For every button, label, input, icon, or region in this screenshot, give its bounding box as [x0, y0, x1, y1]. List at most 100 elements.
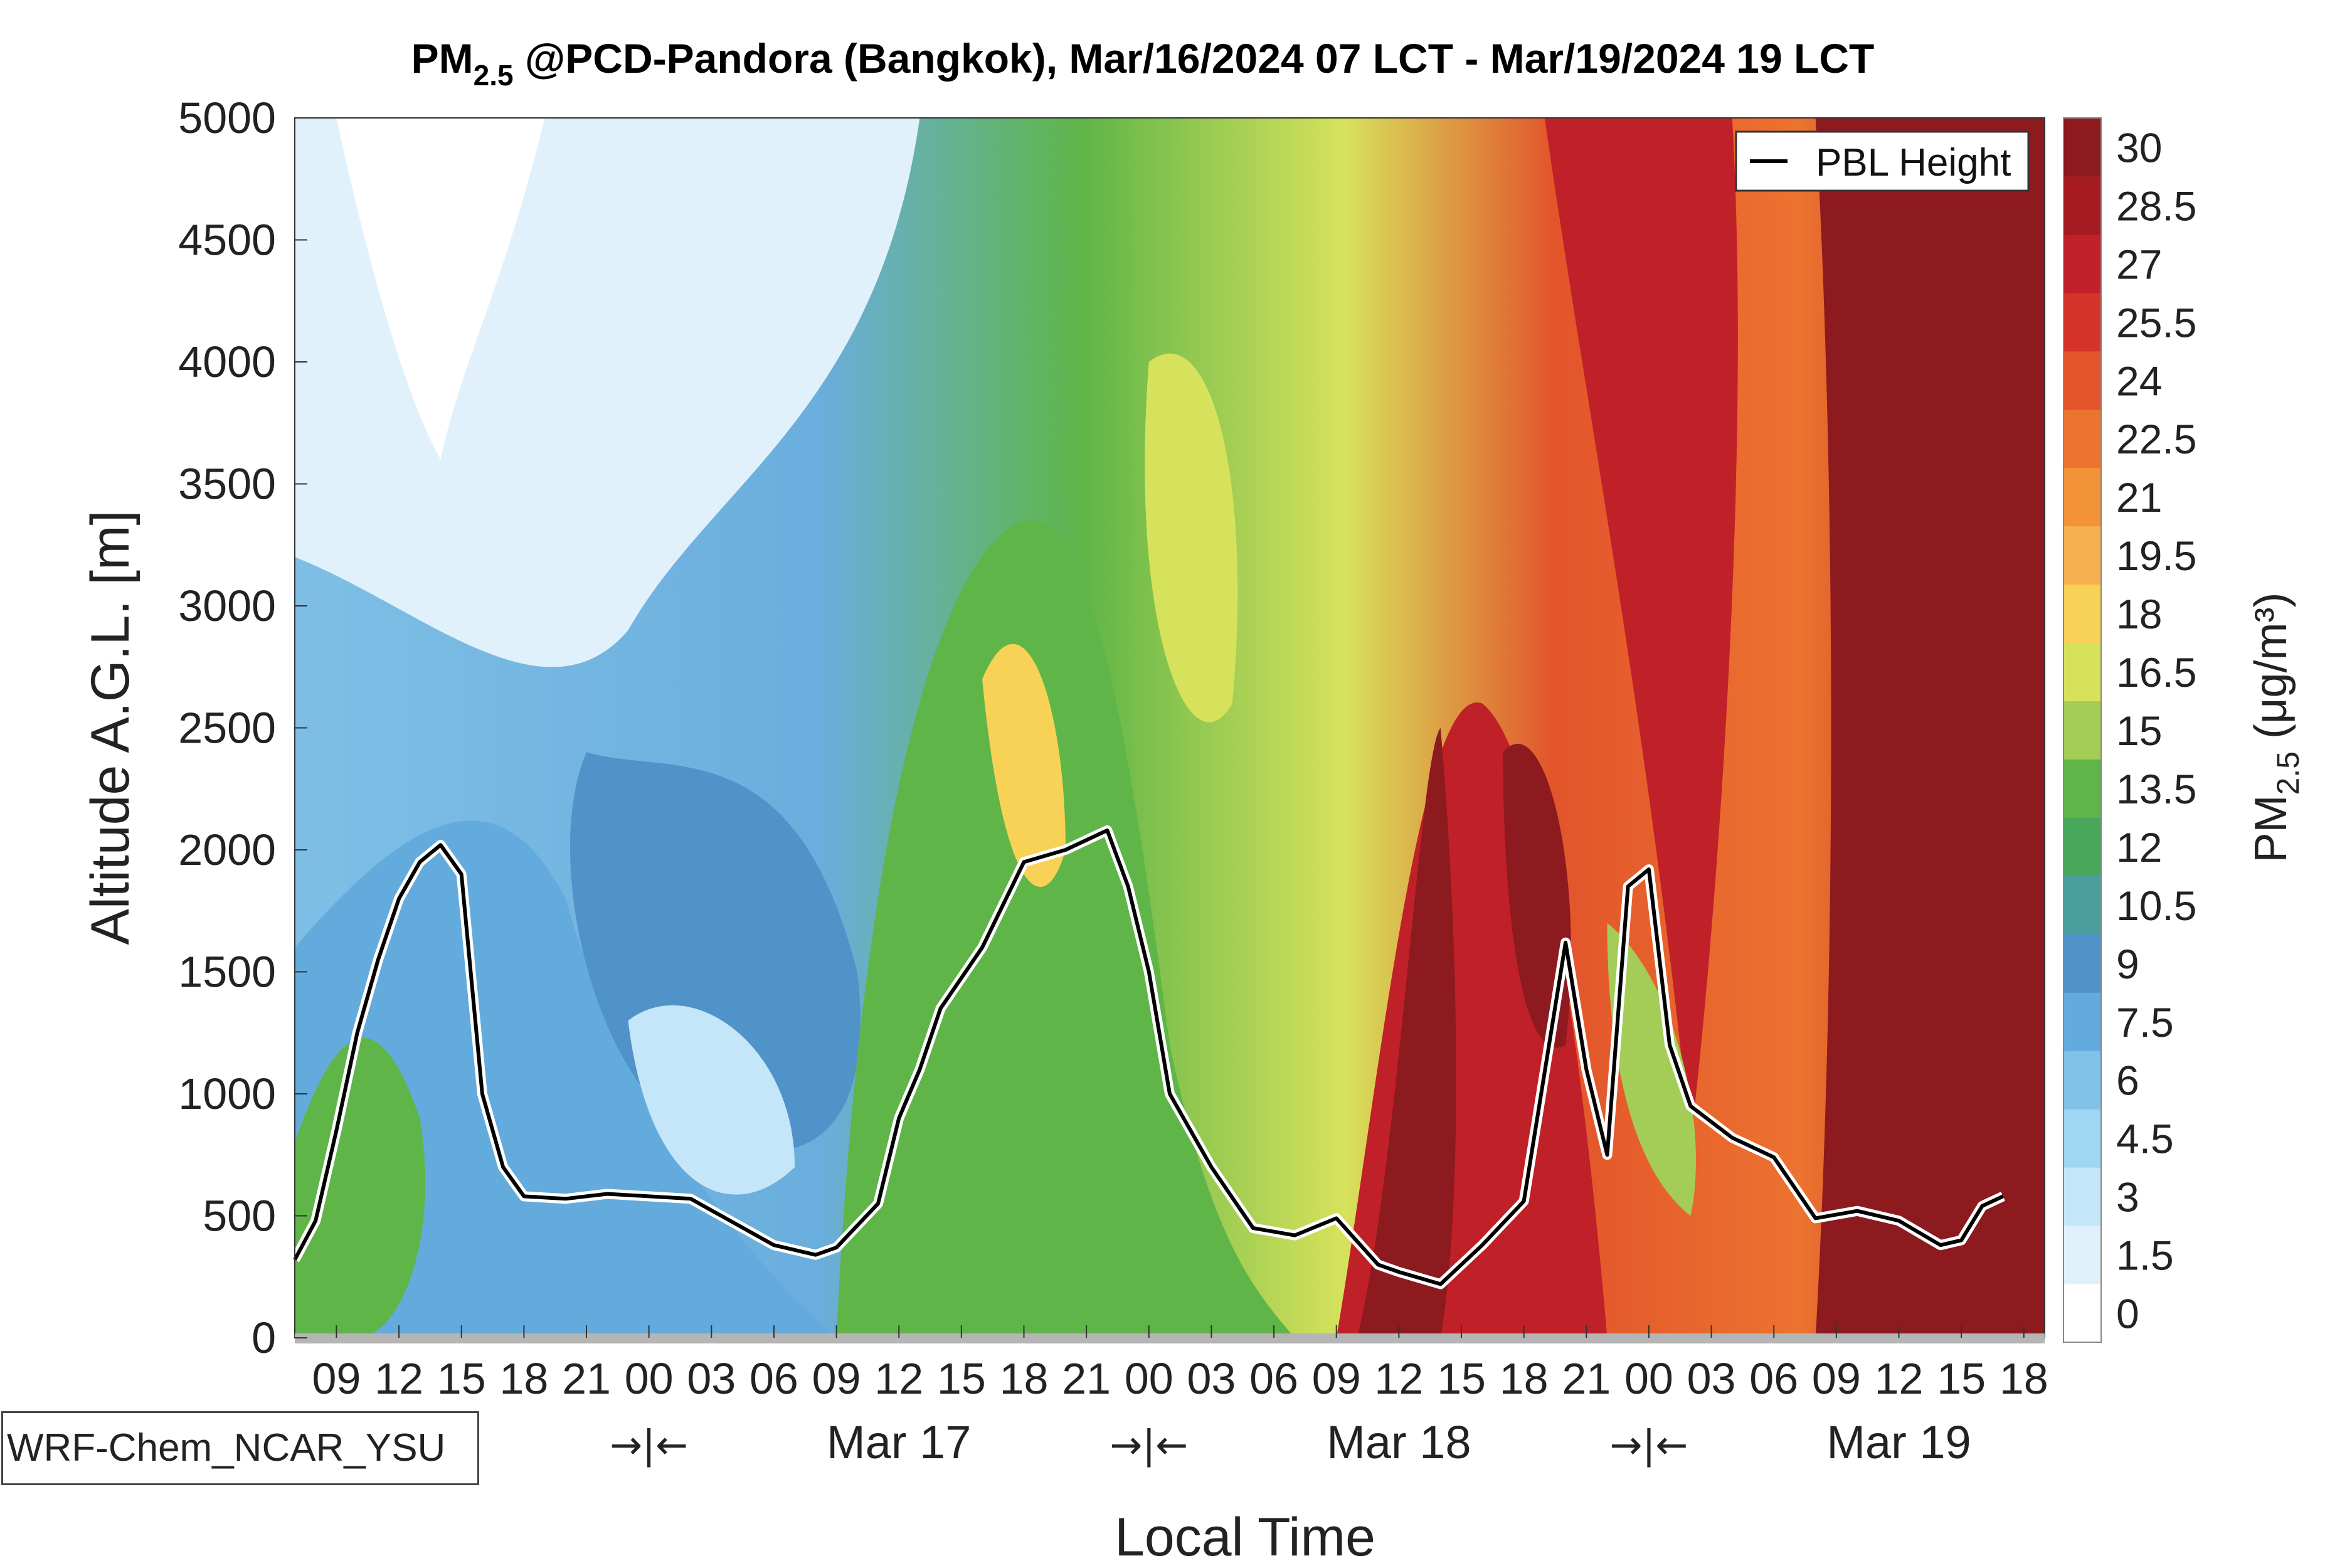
x-tick-label: 06 [1749, 1354, 1798, 1403]
colorbar-tick-label: 22.5 [2116, 416, 2196, 462]
colorbar-segment [2063, 1284, 2101, 1343]
colorbar-segment [2063, 1109, 2101, 1168]
colorbar-segment [2063, 409, 2101, 469]
mar17-yellow-core [982, 644, 1066, 887]
colorbar-segment [2063, 467, 2101, 527]
x-axis-label: Local Time [1115, 1507, 1375, 1567]
y-tick-label: 4500 [178, 216, 276, 265]
colorbar-segment [2063, 292, 2101, 352]
colorbar-tick-label: 27 [2116, 241, 2162, 287]
colorbar-tick-label: 30 [2116, 124, 2162, 171]
colorbar-tick-label: 12 [2116, 824, 2162, 871]
y-tick-label: 500 [203, 1192, 276, 1241]
colorbar-tick-label: 1.5 [2116, 1232, 2174, 1279]
x-tick-label: 09 [312, 1354, 361, 1403]
night1-clean-pocket [628, 1005, 795, 1195]
colorbar-tick-label: 4.5 [2116, 1116, 2174, 1162]
colorbar-segment [2063, 992, 2101, 1051]
colorbar-tick-label: 6 [2116, 1057, 2139, 1104]
colorbar-segment [2063, 351, 2101, 410]
colorbar-segment [2063, 701, 2101, 760]
legend: PBL Height [1735, 130, 2030, 192]
x-tick-label: 00 [1624, 1354, 1673, 1403]
colorbar-tick-label: 15 [2116, 707, 2162, 754]
model-label-box: WRF-Chem_NCAR_YSU [1, 1411, 479, 1485]
colorbar-segment [2063, 759, 2101, 818]
x-tick-label: 06 [750, 1354, 798, 1403]
colorbar-segment [2063, 1226, 2101, 1285]
colorbar-tick-label: 28.5 [2116, 183, 2196, 229]
x-tick-label: 18 [499, 1354, 548, 1403]
x-tick-label: 21 [562, 1354, 611, 1403]
y-tick-label: 3000 [178, 581, 276, 630]
day-separator: →|← [1610, 1422, 1688, 1468]
colorbar-label: PM2.5 (μg/m³) [2246, 593, 2306, 863]
y-axis-label: Altitude A.G.L. [m] [80, 510, 140, 945]
y-tick-label: 1500 [178, 948, 276, 997]
mar17-green-region [836, 520, 1295, 1338]
colorbar-tick-label: 24 [2116, 358, 2162, 404]
y-tick-label: 3500 [178, 460, 276, 509]
model-label: WRF-Chem_NCAR_YSU [7, 1426, 446, 1470]
mar18-evening-core [1503, 743, 1571, 1048]
y-tick-label: 0 [252, 1313, 276, 1362]
colorbar-segment [2063, 176, 2101, 235]
colorbar: 0 1.5 3 4.5 6 7.5 9 10.5 12 13.5 15 16.5 18 19.5 21 22.… [2063, 117, 2196, 1343]
colorbar-tick-label: 3 [2116, 1174, 2139, 1221]
colorbar-segment [2063, 876, 2101, 935]
colorbar-segment [2063, 118, 2101, 177]
colorbar-tick-label: 10.5 [2116, 882, 2196, 929]
x-tick-label: 15 [937, 1354, 986, 1403]
x-tick-label: 03 [687, 1354, 736, 1403]
x-tick-label: 00 [625, 1354, 674, 1403]
colorbar-segment [2063, 234, 2101, 294]
colorbar-segment [2063, 526, 2101, 585]
x-tick-label: 15 [437, 1354, 486, 1403]
mar18-darkred-core [1357, 728, 1456, 1338]
colorbar-segment [2063, 1051, 2101, 1110]
x-tick-label: 09 [812, 1354, 861, 1403]
x-tick-label: 03 [1687, 1354, 1736, 1403]
x-tick-label: 00 [1125, 1354, 1173, 1403]
colorbar-segment [2063, 642, 2101, 702]
pbl-line [293, 828, 2004, 1286]
y-tick-label: 5000 [178, 93, 276, 142]
y-tick-label: 4000 [178, 337, 276, 386]
x-tick-label: 21 [1062, 1354, 1111, 1403]
x-tick-label: 06 [1249, 1354, 1298, 1403]
colorbar-tick-label: 7.5 [2116, 999, 2174, 1046]
x-tick-label: 09 [1312, 1354, 1361, 1403]
y-axis: 0 500 1000 1500 2000 2500 3000 3500 4000 4500 5000 [178, 93, 307, 1362]
mar19-darkred-region [1815, 118, 2045, 1338]
chart-title: PM2.5 @PCD-Pandora (Bangkok), Mar/16/202… [411, 35, 1875, 92]
colorbar-segment [2063, 934, 2101, 993]
y-tick-label: 2500 [178, 704, 276, 753]
very-clean-region [336, 118, 545, 460]
legend-label: PBL Height [1816, 141, 2011, 184]
x-tick-label: 03 [1187, 1354, 1236, 1403]
colorbar-tick-label: 25.5 [2116, 299, 2196, 346]
x-tick-label: 18 [1000, 1354, 1049, 1403]
night2-green-pocket [1607, 923, 1696, 1216]
colorbar-tick-label: 21 [2116, 474, 2162, 521]
colorbar-tick-label: 9 [2116, 941, 2139, 987]
x-tick-label: 15 [1937, 1354, 1986, 1403]
x-tick-label: 12 [374, 1354, 423, 1403]
concentration-field [295, 118, 2045, 1338]
day-separator: →|← [1110, 1422, 1188, 1468]
day-label: Mar 18 [1327, 1416, 1471, 1468]
x-tick-label: 12 [1374, 1354, 1423, 1403]
x-tick-label: 15 [1437, 1354, 1486, 1403]
ground-bar [295, 1333, 2045, 1343]
day-label: Mar 19 [1826, 1416, 1971, 1468]
x-tick-label: 18 [2000, 1354, 2048, 1403]
x-tick-label: 12 [874, 1354, 923, 1403]
x-tick-label: 09 [1812, 1354, 1861, 1403]
x-axis: 09 12 15 18 21 00 03 06 09 12 15 18 21 00 03 06 09 12 15 18… [312, 1325, 2048, 1468]
colorbar-tick-label: 18 [2116, 591, 2162, 637]
colorbar-segment [2063, 584, 2101, 644]
colorbar-tick-label: 16.5 [2116, 649, 2196, 696]
colorbar-tick-label: 0 [2116, 1291, 2139, 1337]
upper-red-tower [1544, 118, 1738, 1143]
day-label: Mar 17 [827, 1416, 971, 1468]
